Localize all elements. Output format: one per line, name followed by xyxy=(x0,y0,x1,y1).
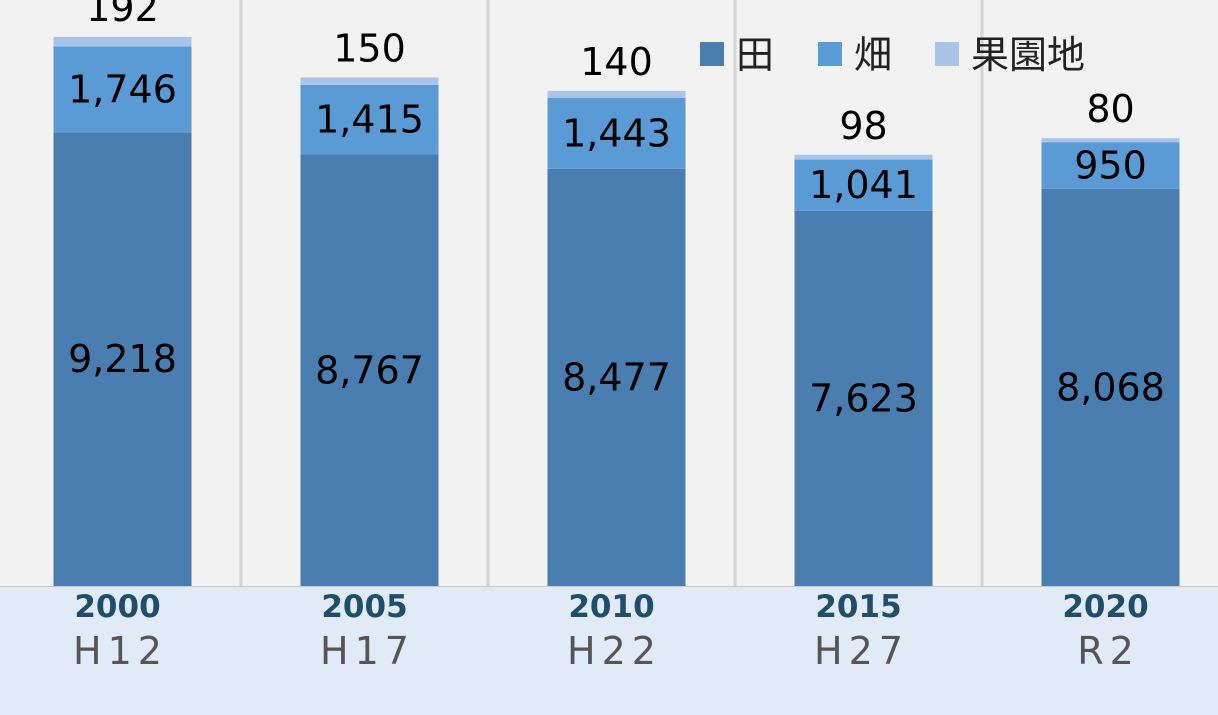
label-hatake: 1,041 xyxy=(809,163,918,207)
legend-label: 果園地 xyxy=(971,33,1085,77)
label-kaenchi: 80 xyxy=(1086,87,1134,131)
data-label-group: 9,218 1,746 192 8,767 1,415 150 8,477 1,443 140 7… xyxy=(68,0,1165,420)
x-tick-label-year: 2000 xyxy=(74,589,160,625)
x-tick-label-era: H12 xyxy=(73,629,168,673)
bar-kaenchi xyxy=(794,154,933,160)
label-hatake: 1,415 xyxy=(315,98,424,142)
x-tick-label-year: 2010 xyxy=(568,589,654,625)
bar-ta xyxy=(547,168,686,586)
x-axis-labels: 2000 H12 2005 H17 2010 H22 2015 H27 2020 R2 xyxy=(73,589,1149,673)
legend-swatch xyxy=(818,42,842,66)
x-tick-label-era: H22 xyxy=(567,629,662,673)
legend-label: 畑 xyxy=(854,33,892,77)
bar-kaenchi xyxy=(547,90,686,98)
legend-swatch xyxy=(935,42,959,66)
bar-hatake xyxy=(1041,142,1180,189)
label-kaenchi: 150 xyxy=(333,26,406,70)
bar-ta xyxy=(794,210,933,586)
bar-kaenchi xyxy=(300,77,439,85)
label-ta: 8,477 xyxy=(562,355,671,399)
x-tick-label-year: 2005 xyxy=(321,589,407,625)
bar-ta xyxy=(300,154,439,587)
x-tick-label-year: 2020 xyxy=(1062,589,1148,625)
label-ta: 7,623 xyxy=(809,376,918,420)
bar-group xyxy=(53,36,1180,587)
x-tick-label-era: H27 xyxy=(814,629,909,673)
x-tick-label-year: 2015 xyxy=(815,589,901,625)
label-kaenchi: 140 xyxy=(580,40,653,84)
legend-label: 田 xyxy=(736,33,774,77)
legend: 田 畑 果園地 xyxy=(700,33,1085,77)
label-ta: 8,068 xyxy=(1056,365,1165,409)
bar-ta xyxy=(1041,188,1180,586)
x-tick-label-era: R2 xyxy=(1077,629,1140,673)
bar-hatake xyxy=(300,84,439,155)
label-kaenchi: 192 xyxy=(86,0,159,30)
bar-kaenchi xyxy=(1041,138,1180,143)
x-tick-label-era: H17 xyxy=(320,629,415,673)
label-ta: 8,767 xyxy=(315,348,424,392)
legend-swatch xyxy=(700,42,724,66)
axis-band xyxy=(0,587,1218,715)
label-hatake: 1,443 xyxy=(562,111,671,155)
label-hatake: 1,746 xyxy=(68,67,177,111)
label-kaenchi: 98 xyxy=(839,104,887,148)
bar-hatake xyxy=(53,46,192,133)
bar-hatake xyxy=(547,97,686,169)
bar-ta xyxy=(53,132,192,586)
label-ta: 9,218 xyxy=(68,337,177,381)
bar-hatake xyxy=(794,159,933,211)
bar-kaenchi xyxy=(53,36,192,47)
label-hatake: 950 xyxy=(1074,144,1147,188)
